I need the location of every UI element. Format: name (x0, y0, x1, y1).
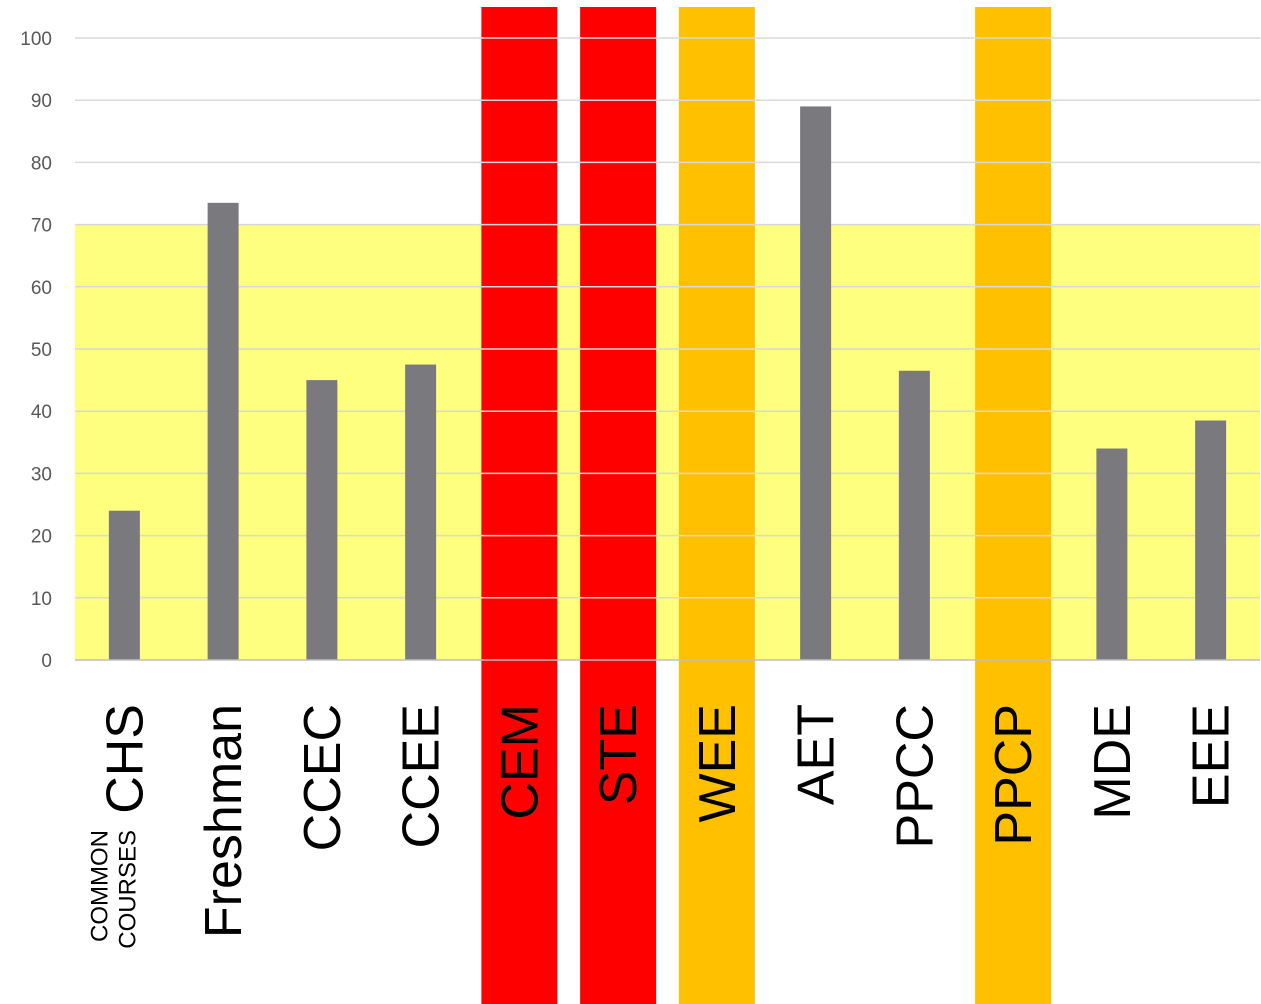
highlight-column-cem (481, 7, 558, 1004)
x-tick-label-wee: WEE (689, 704, 747, 822)
x-tick-label-ppcp: PPCP (985, 704, 1043, 846)
threshold-band-0 (75, 224, 1260, 660)
bar-chs (108, 510, 140, 660)
label-layer: 0 10 20 30 40 50 60 70 80 90 100 CHS COMMON COURSES Fr… (20, 29, 1240, 949)
x-tick-label-aet: AET (788, 704, 846, 805)
bar-freshman (207, 202, 239, 660)
x-tick-sublabel-chs-0: COMMON (86, 830, 113, 942)
x-tick-label-cem: CEM (491, 704, 549, 820)
band-layer (75, 224, 1260, 660)
x-tick-label-ccec: CCEC (294, 704, 352, 851)
highlight-layer (481, 7, 1052, 1004)
x-tick-label-mde: MDE (1084, 704, 1142, 820)
y-tick-label-50: 50 (31, 340, 52, 361)
x-tick-label-ccee: CCEE (393, 704, 451, 848)
bar-aet (800, 106, 832, 661)
y-tick-label-90: 90 (31, 91, 52, 112)
bar-layer (108, 106, 1227, 661)
y-tick-label-60: 60 (31, 278, 52, 299)
bar-mde (1096, 448, 1128, 660)
y-tick-label-80: 80 (31, 153, 52, 174)
highlight-column-ste (580, 7, 657, 1004)
y-tick-label-100: 100 (20, 29, 52, 50)
bar-ccec (306, 380, 338, 660)
y-tick-label-0: 0 (41, 651, 52, 672)
x-tick-sublabel-chs-1: COURSES (114, 830, 141, 949)
y-tick-label-10: 10 (31, 589, 52, 610)
y-tick-label-20: 20 (31, 527, 52, 548)
grid-layer (75, 37, 1260, 599)
y-tick-label-40: 40 (31, 402, 52, 423)
x-tick-label-ste: STE (590, 704, 648, 805)
highlight-column-wee (678, 7, 755, 1004)
y-tick-label-70: 70 (31, 216, 52, 237)
highlight-column-ppcp (975, 7, 1052, 1004)
x-tick-label-ppcc: PPCC (886, 704, 944, 848)
x-tick-label-chs: CHS (96, 704, 154, 814)
x-tick-label-freshman: Freshman (195, 704, 253, 938)
bar-ccee (405, 364, 437, 660)
bar-eee (1195, 420, 1227, 660)
x-tick-label-eee: EEE (1183, 704, 1241, 808)
bar-ppcc (898, 370, 930, 660)
y-tick-label-30: 30 (31, 464, 52, 485)
